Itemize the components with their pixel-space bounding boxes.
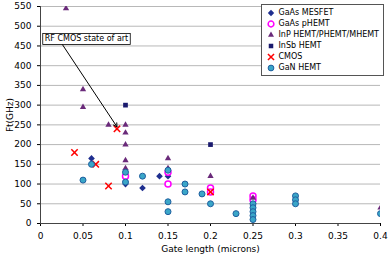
svg-text:RF CMOS state of art: RF CMOS state of art xyxy=(45,34,129,43)
svg-text:0.05: 0.05 xyxy=(73,231,93,241)
svg-text:0: 0 xyxy=(26,218,32,228)
svg-text:0.3: 0.3 xyxy=(288,231,302,241)
svg-text:0.35: 0.35 xyxy=(328,231,348,241)
svg-text:400: 400 xyxy=(14,61,31,71)
svg-text:250: 250 xyxy=(14,120,31,130)
html-text:CMOS: CMOS xyxy=(278,52,303,61)
html-text:GaAs pHEMT: GaAs pHEMT xyxy=(278,19,330,28)
svg-text:0: 0 xyxy=(38,231,44,241)
svg-text:100: 100 xyxy=(14,179,31,189)
html-text:InSb HEMT: InSb HEMT xyxy=(278,41,322,50)
svg-text:450: 450 xyxy=(14,41,31,51)
html-text:InP HEMT/PHEMT/MHEMT: InP HEMT/PHEMT/MHEMT xyxy=(278,30,379,39)
html-text:GaAs MESFET: GaAs MESFET xyxy=(278,8,334,17)
svg-text:0.25: 0.25 xyxy=(243,231,263,241)
html-text:GaN HEMT: GaN HEMT xyxy=(278,63,321,72)
svg-text:300: 300 xyxy=(14,100,31,110)
svg-text:50: 50 xyxy=(20,199,32,209)
svg-text:0.15: 0.15 xyxy=(158,231,178,241)
svg-text:200: 200 xyxy=(14,139,31,149)
svg-text:Ft(GHz): Ft(GHz) xyxy=(5,98,15,132)
svg-text:550: 550 xyxy=(14,1,31,11)
svg-text:0.1: 0.1 xyxy=(118,231,132,241)
svg-text:350: 350 xyxy=(14,80,31,90)
svg-text:0.2: 0.2 xyxy=(203,231,217,241)
svg-text:Gate length (microns): Gate length (microns) xyxy=(161,244,260,254)
svg-text:0.4: 0.4 xyxy=(373,231,388,241)
svg-text:500: 500 xyxy=(14,21,31,31)
svg-text:150: 150 xyxy=(14,159,31,169)
